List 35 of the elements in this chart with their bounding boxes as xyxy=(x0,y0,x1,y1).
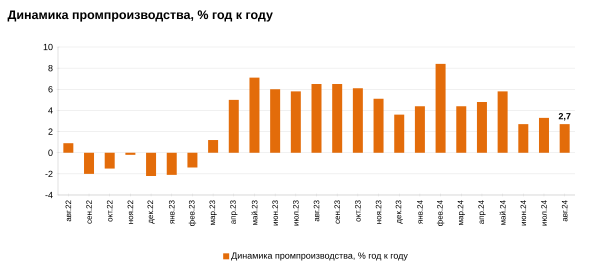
bar xyxy=(436,64,446,153)
chart-title: Динамика промпроизводства, % год к году xyxy=(8,10,273,22)
bar xyxy=(414,106,425,153)
bar xyxy=(187,152,198,168)
bar xyxy=(270,89,280,153)
bar xyxy=(518,124,528,153)
data-label: 2,7 xyxy=(558,112,571,121)
bar xyxy=(332,84,342,153)
bar xyxy=(208,140,218,153)
bar xyxy=(290,91,301,153)
y-tick-label: 10 xyxy=(44,44,53,50)
bar xyxy=(228,100,239,153)
y-tick-label: -2 xyxy=(45,170,53,177)
y-tick-label: 0 xyxy=(48,150,53,156)
bar xyxy=(476,102,487,153)
bar xyxy=(249,78,260,153)
y-tick-label: 8 xyxy=(48,64,53,72)
bar xyxy=(104,152,115,169)
y-tick-label: 6 xyxy=(48,86,53,92)
bar xyxy=(312,84,322,153)
bar xyxy=(63,143,74,153)
bar xyxy=(352,88,363,153)
bar xyxy=(560,124,570,153)
y-tick-label: 2 xyxy=(48,128,53,135)
bar xyxy=(166,152,177,175)
bar xyxy=(498,91,508,153)
bar xyxy=(456,106,466,153)
legend-label: Динамика промпроизводства, % год к году xyxy=(231,252,408,261)
bar xyxy=(146,152,156,176)
bar xyxy=(538,118,549,153)
bar xyxy=(394,114,404,153)
bar xyxy=(374,98,384,153)
y-tick-label: 4 xyxy=(48,107,53,114)
bar xyxy=(84,152,94,174)
y-tick-label: -4 xyxy=(45,192,53,198)
